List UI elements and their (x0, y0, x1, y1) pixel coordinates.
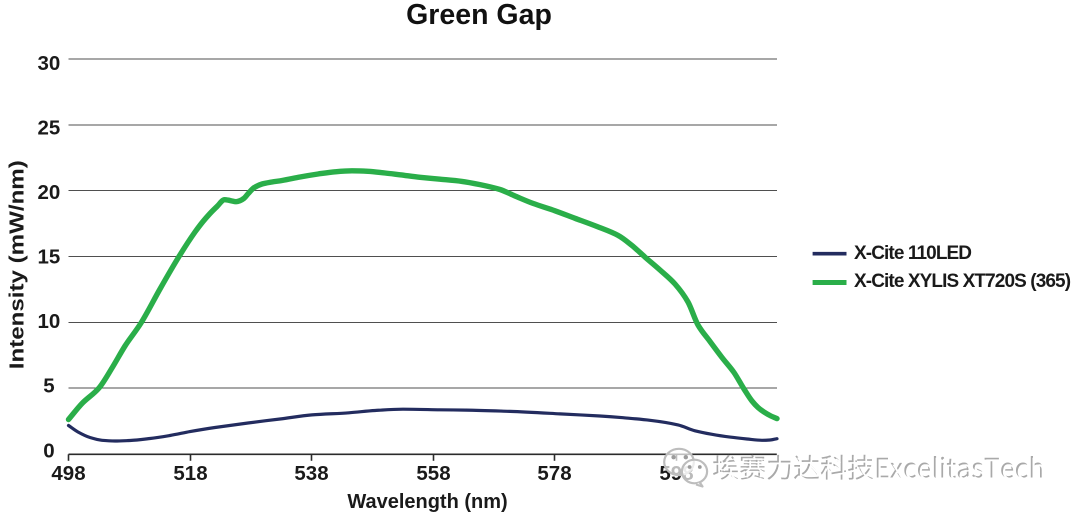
svg-text:Green Gap: Green Gap (406, 0, 552, 31)
svg-text:5: 5 (43, 375, 54, 398)
svg-text:X-Cite XYLIS XT720S (365): X-Cite XYLIS XT720S (365) (854, 271, 1071, 292)
svg-text:X-Cite 110LED: X-Cite 110LED (854, 243, 971, 264)
svg-text:538: 538 (294, 462, 328, 485)
svg-text:518: 518 (173, 462, 207, 485)
svg-text:20: 20 (37, 181, 60, 204)
svg-text:10: 10 (37, 310, 60, 333)
svg-text:558: 558 (416, 462, 450, 485)
svg-text:498: 498 (51, 462, 85, 485)
svg-text:25: 25 (37, 116, 60, 139)
svg-text:15: 15 (37, 246, 60, 269)
svg-text:578: 578 (537, 462, 571, 485)
svg-text:0: 0 (43, 439, 54, 462)
svg-text:Intensity (mW/nm): Intensity (mW/nm) (7, 160, 29, 369)
svg-text:30: 30 (37, 52, 60, 75)
svg-text:Wavelength (nm): Wavelength (nm) (347, 491, 507, 513)
